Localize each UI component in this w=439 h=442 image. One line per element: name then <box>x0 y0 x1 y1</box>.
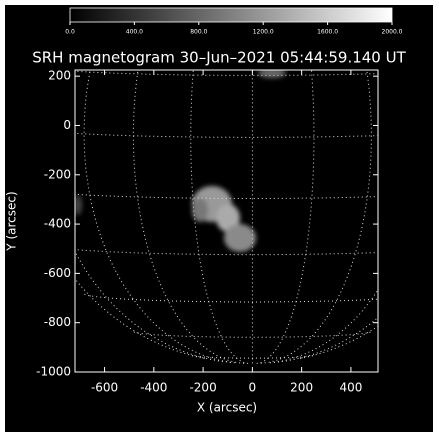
colorbar-tick-label: 800.0 <box>190 29 207 36</box>
y-tick-label: 200 <box>48 69 71 83</box>
x-axis-label: X (arcsec) <box>197 401 257 415</box>
colorbar-tick-label: 1600.0 <box>317 29 338 36</box>
colorbar-tick-label: 400.0 <box>126 29 143 36</box>
x-tick-label: 400 <box>339 381 362 395</box>
y-tick-label: -200 <box>44 167 71 181</box>
x-tick-label: -600 <box>91 381 118 395</box>
x-tick-label: 200 <box>290 381 313 395</box>
y-tick-label: -600 <box>44 266 71 280</box>
y-tick-label: -400 <box>44 217 71 231</box>
y-tick-label: -800 <box>44 315 71 329</box>
y-tick-label: 0 <box>63 118 71 132</box>
x-tick-label: -400 <box>140 381 167 395</box>
colorbar-tick-label: 0.0 <box>65 29 75 36</box>
colorbar-tick-label: 1200.0 <box>253 29 274 36</box>
x-tick-label: -200 <box>189 381 216 395</box>
chart-title: SRH magnetogram 30–Jun–2021 05:44:59.140… <box>32 49 406 67</box>
y-tick-label: -1000 <box>36 365 71 379</box>
y-axis-label: Y (arcsec) <box>5 191 19 251</box>
colorbar <box>70 8 392 22</box>
colorbar-tick-label: 2000.0 <box>382 29 403 36</box>
x-tick-label: 0 <box>249 381 257 395</box>
